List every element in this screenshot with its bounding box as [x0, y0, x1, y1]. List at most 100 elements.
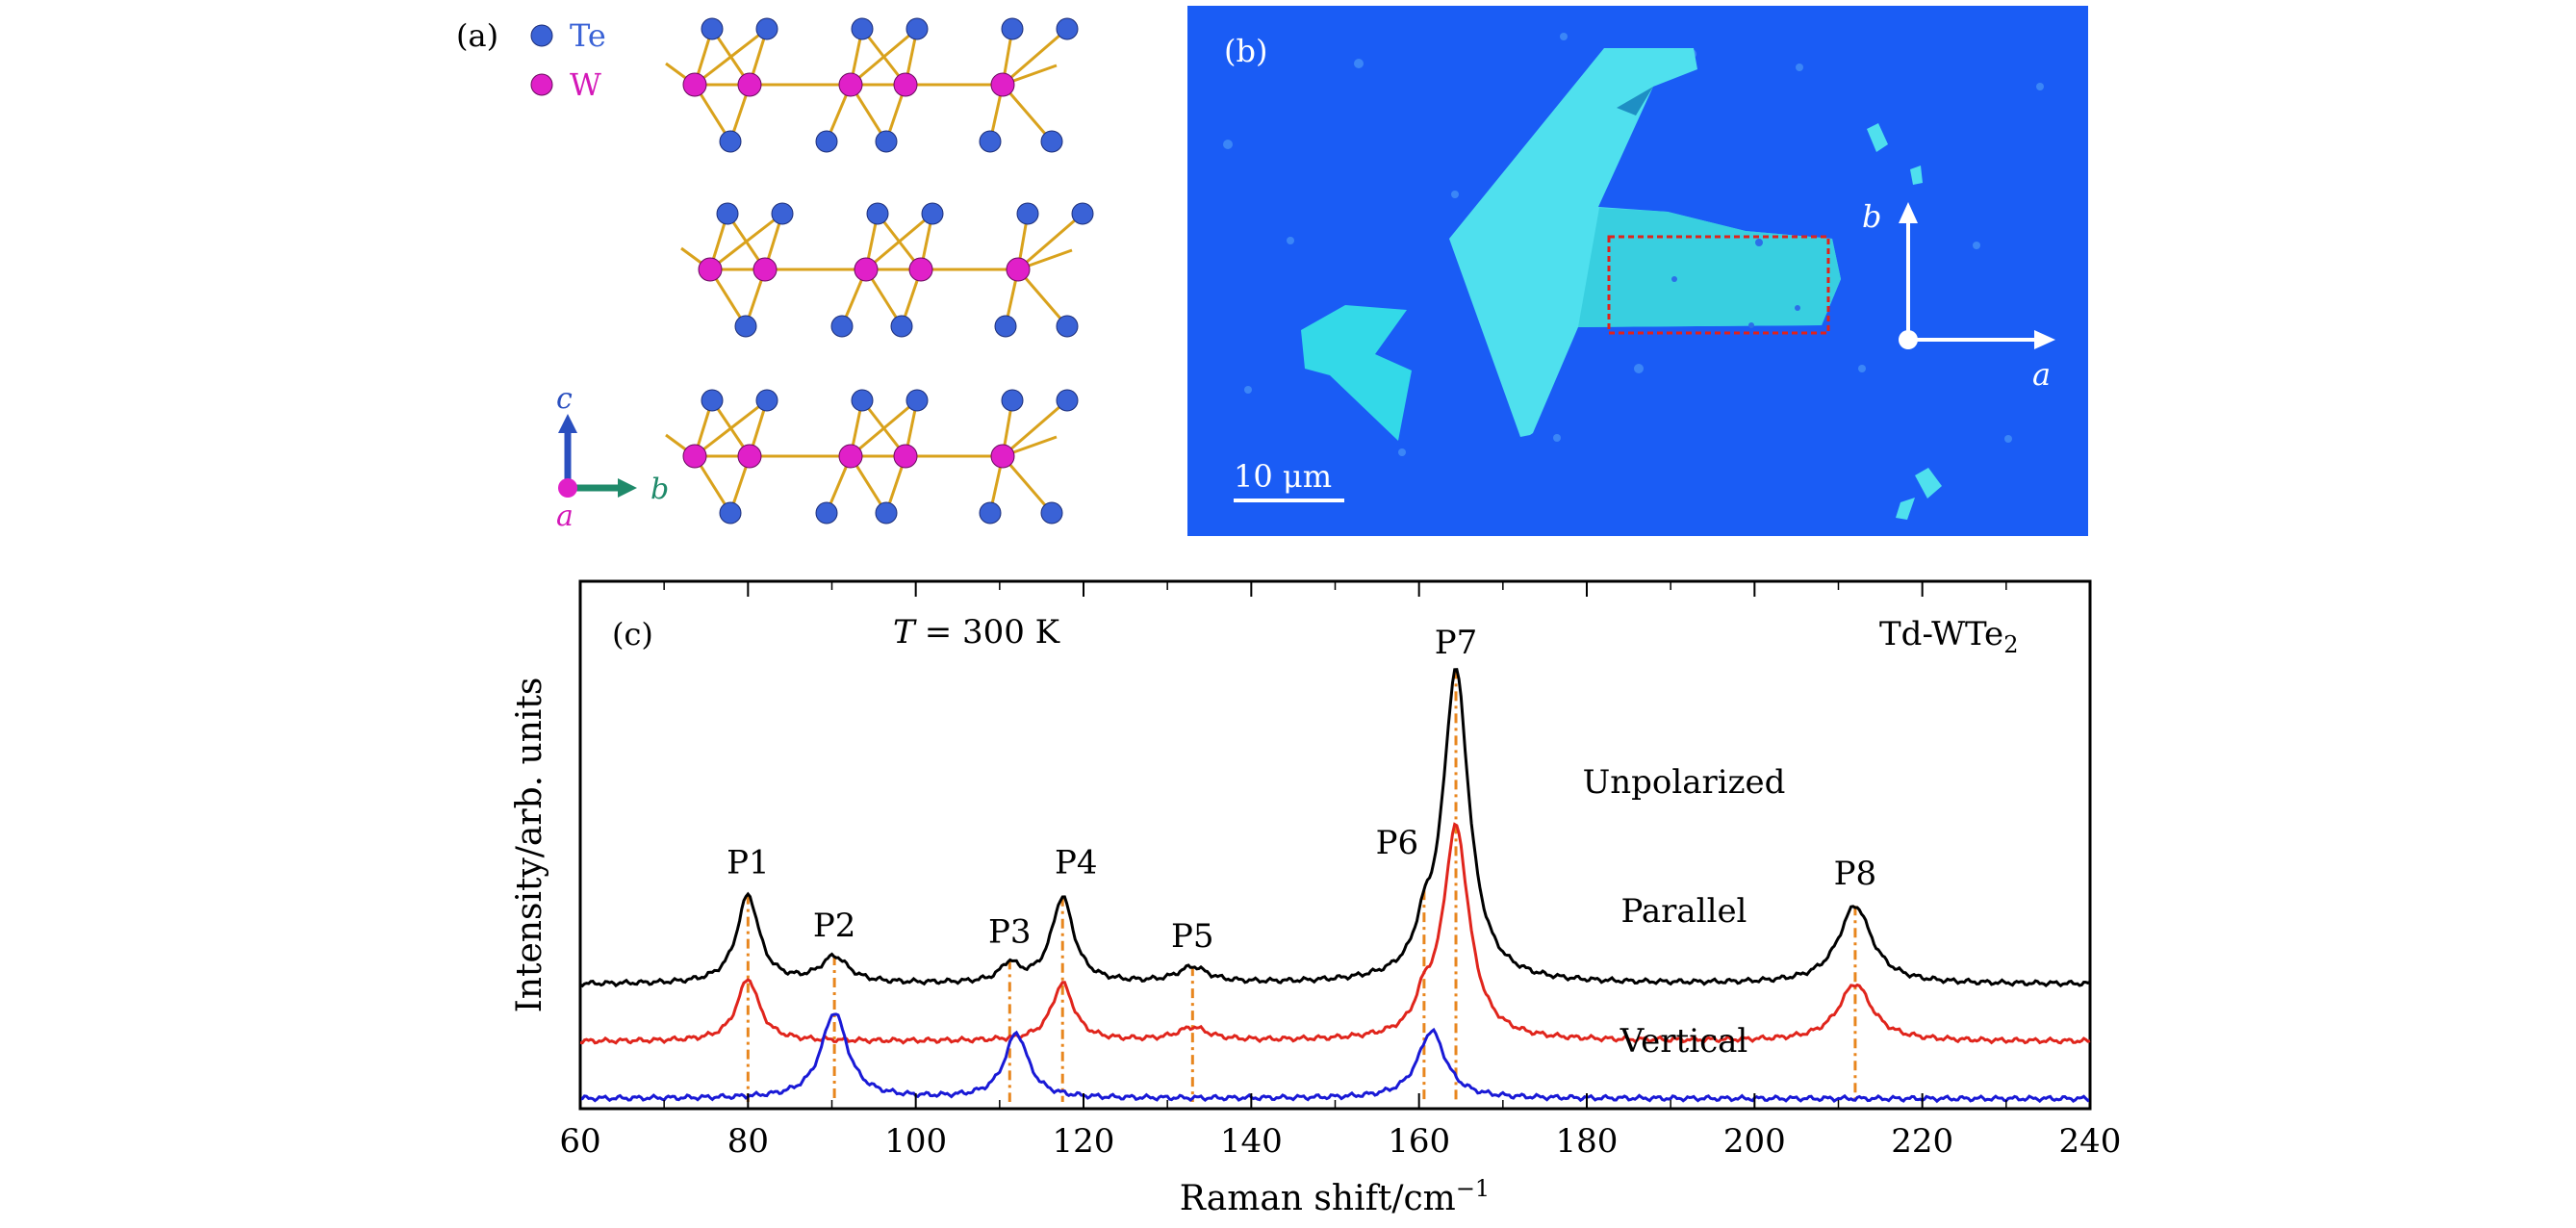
axis-b-label: b	[650, 473, 669, 506]
a-arrow-icon	[2034, 330, 2055, 349]
te-atom-icon	[755, 17, 778, 40]
te-atom-icon	[875, 130, 898, 153]
axis-a-label: a	[556, 499, 574, 533]
x-tick-label: 240	[2059, 1122, 2122, 1161]
te-atom-icon	[734, 315, 757, 338]
w-atom-icon	[838, 444, 863, 469]
te-atom-icon	[719, 501, 742, 524]
micrograph-axis-b-label: b	[1862, 198, 1881, 235]
te-atom-icon	[905, 17, 929, 40]
series-label-vertical: Vertical	[1620, 1022, 1748, 1061]
te-atom-icon	[994, 315, 1017, 338]
series-label-unpolarized: Unpolarized	[1583, 763, 1786, 802]
te-legend-icon	[530, 24, 553, 47]
w-atom-icon	[698, 257, 723, 282]
te-atom-icon	[921, 202, 944, 225]
x-tick-label: 100	[884, 1122, 947, 1161]
w-atom-icon	[682, 72, 707, 97]
x-tick-label: 180	[1556, 1122, 1619, 1161]
panel-c-label: (c)	[612, 616, 653, 652]
plot-frame	[578, 579, 2092, 1111]
w-atom-icon	[908, 257, 933, 282]
crystal-structure	[665, 17, 1094, 524]
peak-label: P3	[988, 912, 1032, 951]
x-tick-label: 160	[1388, 1122, 1450, 1161]
peak-label: P8	[1834, 855, 1877, 893]
te-atom-icon	[1040, 130, 1063, 153]
flake-dots	[1671, 239, 1800, 328]
bond	[1016, 269, 1069, 327]
flake-fragment	[1915, 468, 1942, 499]
x-tick-label: 200	[1723, 1122, 1786, 1161]
peak-label: P1	[727, 844, 770, 883]
micrograph-axes: b a	[1862, 198, 2055, 393]
crystal-axes: c b a	[556, 382, 669, 533]
origin-dot-icon	[1899, 330, 1918, 349]
w-atom-icon	[1006, 257, 1031, 282]
peak-lines	[746, 669, 1857, 1102]
te-atom-icon	[979, 501, 1002, 524]
w-legend-icon	[530, 73, 553, 96]
flake-crack	[1617, 87, 1653, 115]
te-atom-icon	[1071, 202, 1094, 225]
x-tick-label: 140	[1220, 1122, 1283, 1161]
peak-labels: P1 P2 P3 P4 P5 P6 P7 P8	[727, 624, 1876, 956]
te-atom-icon	[830, 315, 854, 338]
te-atom-icon	[719, 130, 742, 153]
w-atom-icon	[737, 444, 762, 469]
flake-fragment	[1867, 123, 1888, 152]
micrograph-axis-a-label: a	[2032, 356, 2051, 393]
bond	[1002, 27, 1068, 87]
bond	[1017, 212, 1084, 271]
te-atom-icon	[1040, 501, 1063, 524]
w-atom-icon	[990, 72, 1015, 97]
x-axis-label-superscript: −1	[1456, 1175, 1490, 1202]
series-label-parallel: Parallel	[1621, 892, 1747, 931]
panel-b-label: (b)	[1224, 33, 1267, 69]
measurement-region-box	[1607, 235, 1830, 335]
c-arrow-icon	[558, 414, 577, 433]
w-atom-icon	[737, 72, 762, 97]
spectra	[579, 668, 2091, 1104]
w-atom-icon	[893, 72, 918, 97]
x-tick-label: 80	[727, 1122, 769, 1161]
small-flake	[1301, 305, 1412, 441]
flake-fragment	[1896, 498, 1915, 520]
material-label: Td-WTe2	[1879, 615, 2018, 658]
legend-te-label: Te	[570, 17, 606, 54]
w-atom-icon	[990, 444, 1015, 469]
peak-label: P5	[1171, 917, 1214, 956]
w-atom-icon	[682, 444, 707, 469]
temperature-label: T = 300 K	[893, 613, 1060, 652]
x-tick-label: 120	[1053, 1122, 1115, 1161]
peak-label: P7	[1435, 624, 1478, 662]
w-atom-icon	[752, 257, 778, 282]
te-atom-icon	[771, 202, 794, 225]
te-atom-icon	[1056, 315, 1079, 338]
te-atom-icon	[851, 17, 874, 40]
te-atom-icon	[701, 389, 724, 412]
w-atom-icon	[838, 72, 863, 97]
x-axis-ticks: 60 80 100 120 140 160 180 200 220 240	[559, 581, 2121, 1161]
x-tick-label: 60	[559, 1122, 600, 1161]
bond	[1001, 84, 1054, 142]
axis-c-label: c	[556, 382, 573, 416]
material-main: Td-WTe	[1879, 615, 2003, 653]
temperature-symbol: T	[893, 613, 917, 652]
te-atom-icon	[890, 315, 913, 338]
bond	[1002, 398, 1068, 458]
panel-b: b a (b) 10 μm	[1187, 6, 2088, 536]
te-atom-icon	[815, 501, 838, 524]
scale-bar-label: 10 μm	[1234, 458, 1332, 495]
te-atom-icon	[1016, 202, 1039, 225]
y-axis-label: Intensity/arb. units	[510, 678, 549, 1013]
material-subscript: 2	[2003, 631, 2018, 658]
te-atom-icon	[866, 202, 889, 225]
te-atom-icon	[1056, 389, 1079, 412]
te-atom-icon	[905, 389, 929, 412]
peak-label: P6	[1376, 824, 1419, 862]
te-atom-icon	[815, 130, 838, 153]
x-axis-label: Raman shift/cm−1	[1180, 1175, 1490, 1218]
x-axis-label-text: Raman shift/cm	[1180, 1179, 1456, 1218]
